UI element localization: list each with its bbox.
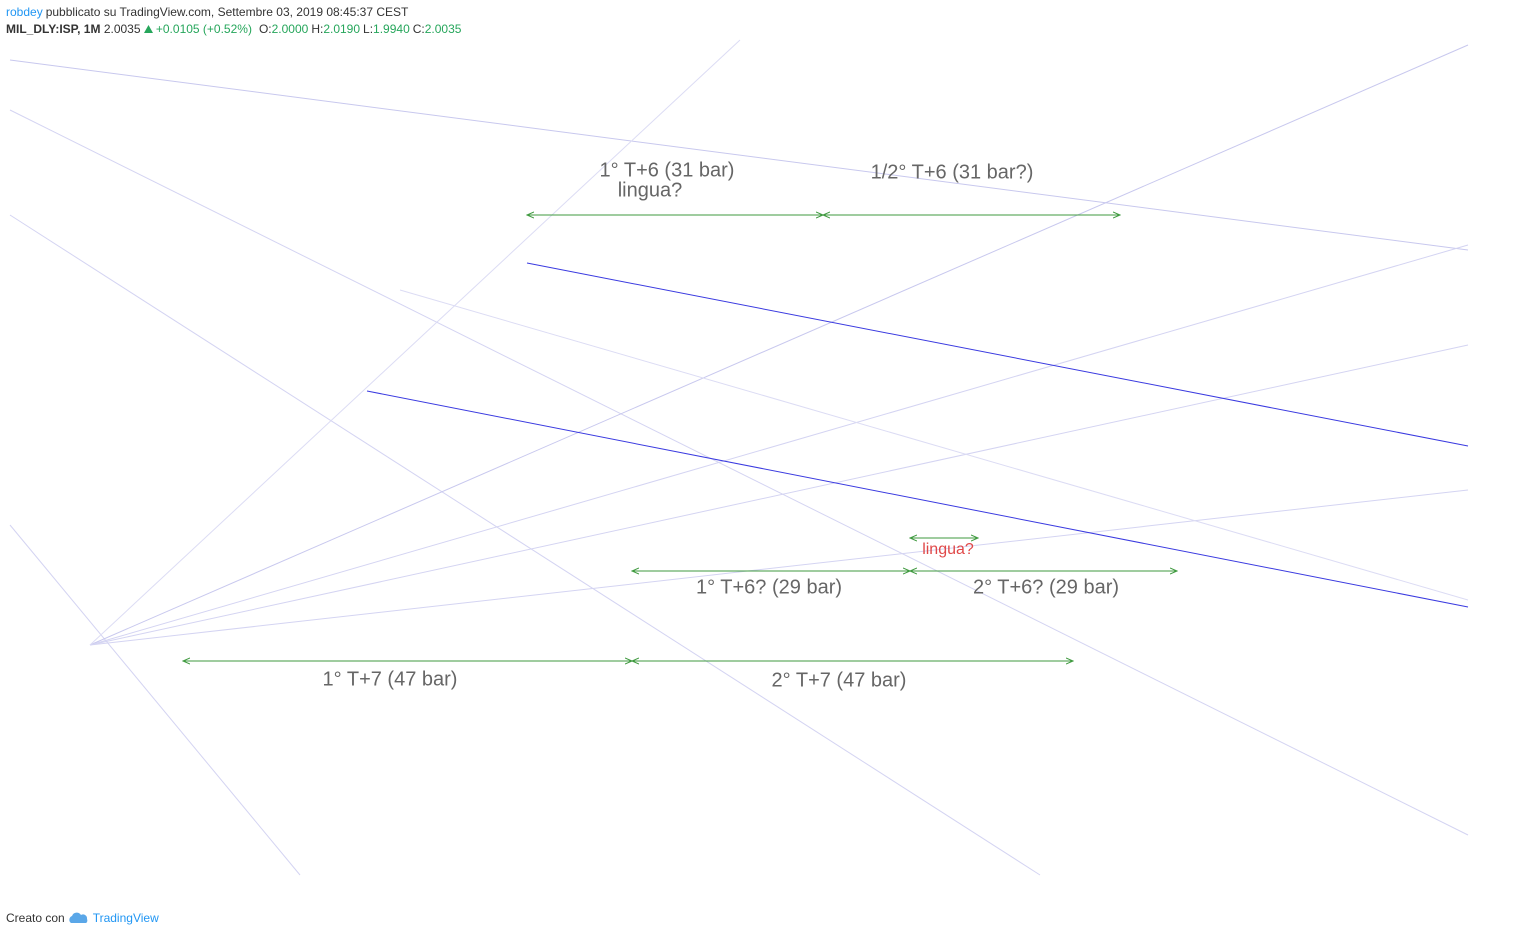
ohlc-label: L:	[363, 22, 374, 36]
ohlc-value: 1.9940	[373, 22, 410, 36]
annotation: 2° T+6? (29 bar)	[973, 576, 1119, 598]
change: +0.0105 (+0.52%)	[155, 22, 252, 36]
ohlc: O:2.0000 H:2.0190 L:1.9940 C:2.0035	[259, 22, 465, 36]
trend-line	[526, 262, 1469, 447]
published: pubblicato su TradingView.com, Settembre…	[45, 5, 409, 19]
up-arrow	[143, 25, 153, 33]
annotation: lingua?	[922, 541, 974, 558]
header: robdey pubblicato su TradingView.com, Set…	[6, 4, 467, 38]
trend-line	[9, 59, 1469, 251]
trend-line	[366, 390, 1469, 608]
drawings	[9, 39, 1469, 876]
footer: Creato con TradingView	[6, 911, 159, 925]
ohlc-value: 2.0035	[424, 22, 462, 36]
trend-line	[89, 344, 1469, 646]
symbol-line: MIL_DLY:ISP, 1M 2.0035 +0.0105 (+0.52%) O…	[6, 21, 467, 38]
symbol: MIL_DLY:ISP, 1M	[6, 22, 101, 36]
annotation: 1° T+6? (29 bar)	[696, 576, 842, 598]
ohlc-value: 2.0000	[271, 22, 309, 36]
ohlc-label: H:	[311, 22, 324, 36]
last: 2.0035	[103, 22, 141, 36]
ohlc-label: C:	[412, 22, 425, 36]
trend-line	[89, 244, 1469, 646]
trend-line	[399, 289, 1469, 601]
annotation: 1/2° T+6 (31 bar?)	[871, 161, 1034, 183]
trend-line	[9, 214, 1041, 876]
ohlc-value: 2.0190	[323, 22, 361, 36]
annotations: 1° T+6 (31 bar) lingua? 1/2° T+6 (31 bar…	[323, 159, 1119, 691]
annotation: lingua?	[618, 179, 683, 201]
brand[interactable]: TradingView	[92, 911, 159, 925]
created-with: Creato con	[6, 911, 65, 925]
author[interactable]: robdey	[6, 5, 43, 19]
trend-line	[89, 44, 1469, 646]
ohlc-label: O:	[258, 22, 272, 36]
trend-line	[9, 524, 301, 876]
annotation: 1° T+6 (31 bar)	[600, 159, 735, 181]
trend-line	[89, 39, 741, 646]
annotation: 1° T+7 (47 bar)	[323, 668, 458, 690]
logo	[69, 912, 88, 923]
trend-line	[89, 489, 1469, 646]
trend-line	[9, 109, 1469, 836]
annotation: 2° T+7 (47 bar)	[772, 669, 907, 691]
publish-line: robdey pubblicato su TradingView.com, Set…	[6, 4, 467, 21]
